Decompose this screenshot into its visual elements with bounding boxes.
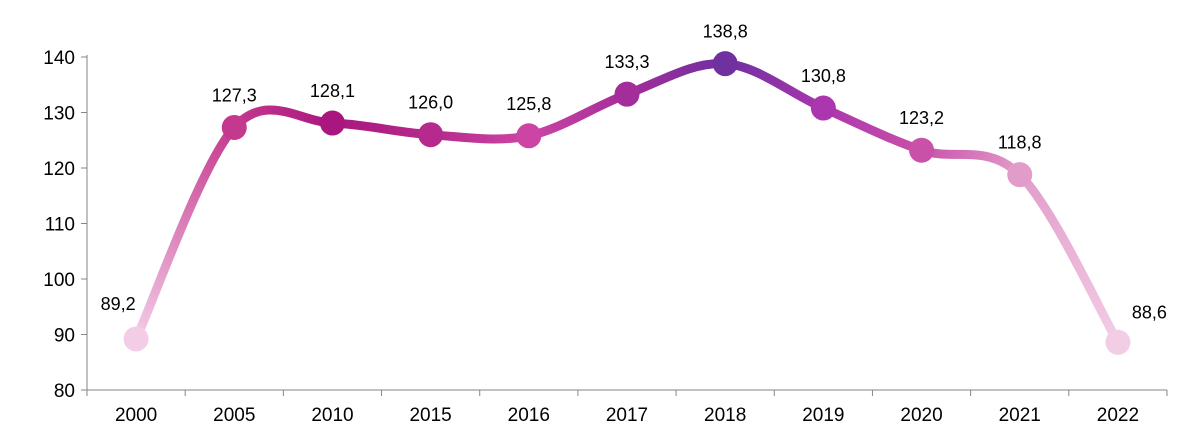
x-tick-label: 2022 — [1097, 405, 1139, 426]
y-tick-label: 80 — [54, 381, 75, 402]
y-tick-label: 90 — [54, 326, 75, 347]
x-tick-label: 2021 — [999, 405, 1041, 426]
series-line-segment — [1015, 170, 1123, 347]
data-label: 127,3 — [212, 85, 257, 105]
data-label: 126,0 — [408, 93, 453, 113]
x-tick-label: 2019 — [802, 405, 844, 426]
data-label: 89,2 — [101, 294, 136, 314]
x-tick-label: 2020 — [900, 405, 942, 426]
y-tick-label: 110 — [45, 215, 75, 236]
data-label: 138,8 — [703, 22, 748, 42]
y-tick-label: 140 — [43, 48, 75, 69]
series-line-segment — [229, 105, 337, 132]
data-label: 123,2 — [899, 108, 944, 128]
series-line-segment — [426, 130, 534, 144]
data-point — [1105, 329, 1131, 355]
data-label: 88,6 — [1132, 302, 1167, 322]
x-tick-label: 2015 — [409, 405, 451, 426]
data-label: 128,1 — [310, 81, 355, 101]
y-tick-label: 100 — [43, 270, 75, 291]
data-point — [1007, 162, 1033, 188]
series-line-segment — [917, 145, 1025, 180]
data-point — [418, 122, 444, 148]
series-line-segment — [131, 122, 239, 344]
data-labels-layer: 89,2 127,3 128,1 126,0 125,8 133,3 138,8 130,8 1… — [101, 22, 1167, 323]
data-point — [319, 110, 345, 136]
data-points-layer — [123, 51, 1131, 355]
x-tick-label: 2000 — [115, 405, 157, 426]
data-label: 133,3 — [604, 52, 649, 72]
y-tick-label: 130 — [43, 104, 75, 125]
axes: 80 90 100 110 120 130 140 2000 2005 2010 2015 2016 2… — [43, 48, 1168, 426]
data-label: 125,8 — [506, 94, 551, 114]
data-point — [123, 326, 149, 352]
data-label: 118,8 — [998, 133, 1042, 153]
data-point — [614, 81, 640, 107]
data-point — [221, 114, 247, 140]
x-tick-label: 2018 — [704, 405, 746, 426]
x-tick-label: 2016 — [508, 405, 550, 426]
data-label: 130,8 — [801, 66, 846, 86]
series-line-segment — [327, 118, 436, 140]
data-point — [516, 123, 542, 149]
x-tick-label: 2005 — [213, 405, 255, 426]
data-point — [909, 137, 935, 163]
y-tick-label: 120 — [43, 159, 75, 180]
data-point — [810, 95, 836, 121]
data-point — [712, 51, 738, 77]
x-tick-label: 2010 — [311, 405, 353, 426]
x-tick-label: 2017 — [606, 405, 648, 426]
